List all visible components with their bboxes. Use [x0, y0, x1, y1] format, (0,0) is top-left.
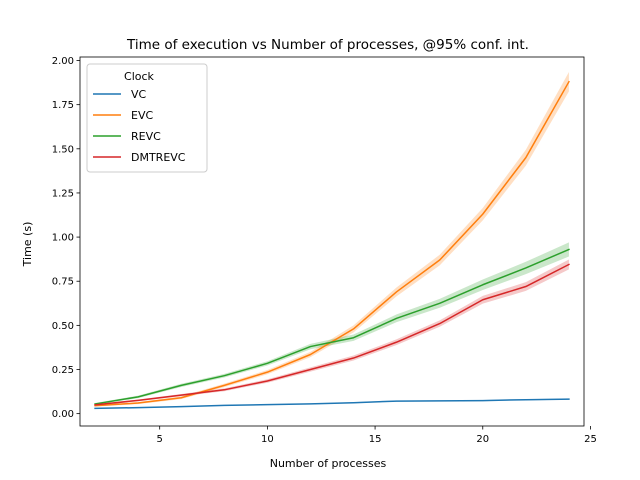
- series-line-dmtrevc: [94, 263, 570, 406]
- axes-frame: [79, 56, 585, 427]
- x-tick-label: 25: [584, 434, 597, 445]
- y-axis-label: Time (s): [21, 222, 34, 268]
- series-line-revc: [94, 248, 570, 405]
- x-tick-label: 20: [476, 434, 489, 445]
- y-tick-label: 1.50: [52, 144, 74, 155]
- plot-area: [79, 56, 585, 427]
- y-tick-label: 0.25: [52, 365, 74, 376]
- y-tick-label: 0.75: [52, 277, 74, 288]
- legend-label-revc: REVC: [131, 130, 161, 143]
- x-tick-label: 10: [261, 434, 274, 445]
- x-axis: 5 10 15 20 25: [157, 426, 597, 445]
- x-tick-label: 5: [157, 434, 163, 445]
- legend-title: Clock: [124, 70, 155, 83]
- y-tick-label: 1.00: [52, 233, 74, 244]
- x-axis-label: Number of processes: [270, 457, 387, 470]
- ci-band-evc: [95, 72, 569, 407]
- y-tick-label: 0.50: [52, 321, 74, 332]
- series-line-vc: [94, 398, 570, 410]
- chart-title: Time of execution vs Number of processes…: [126, 37, 529, 53]
- legend-label-dmtrevc: DMTREVC: [131, 151, 186, 164]
- legend: Clock VC EVC REVC DMTREVC: [86, 63, 208, 173]
- legend-box: [86, 63, 208, 173]
- y-tick-label: 2.00: [52, 56, 74, 67]
- y-tick-label: 1.25: [52, 188, 74, 199]
- legend-label-vc: VC: [131, 88, 147, 101]
- x-tick-label: 15: [369, 434, 382, 445]
- y-tick-label: 1.75: [52, 100, 74, 111]
- legend-label-evc: EVC: [131, 109, 153, 122]
- y-tick-label: 0.00: [52, 409, 74, 420]
- y-axis: 0.00 0.25 0.50 0.75 1.00 1.25 1.50 1.75 2.00: [52, 56, 80, 420]
